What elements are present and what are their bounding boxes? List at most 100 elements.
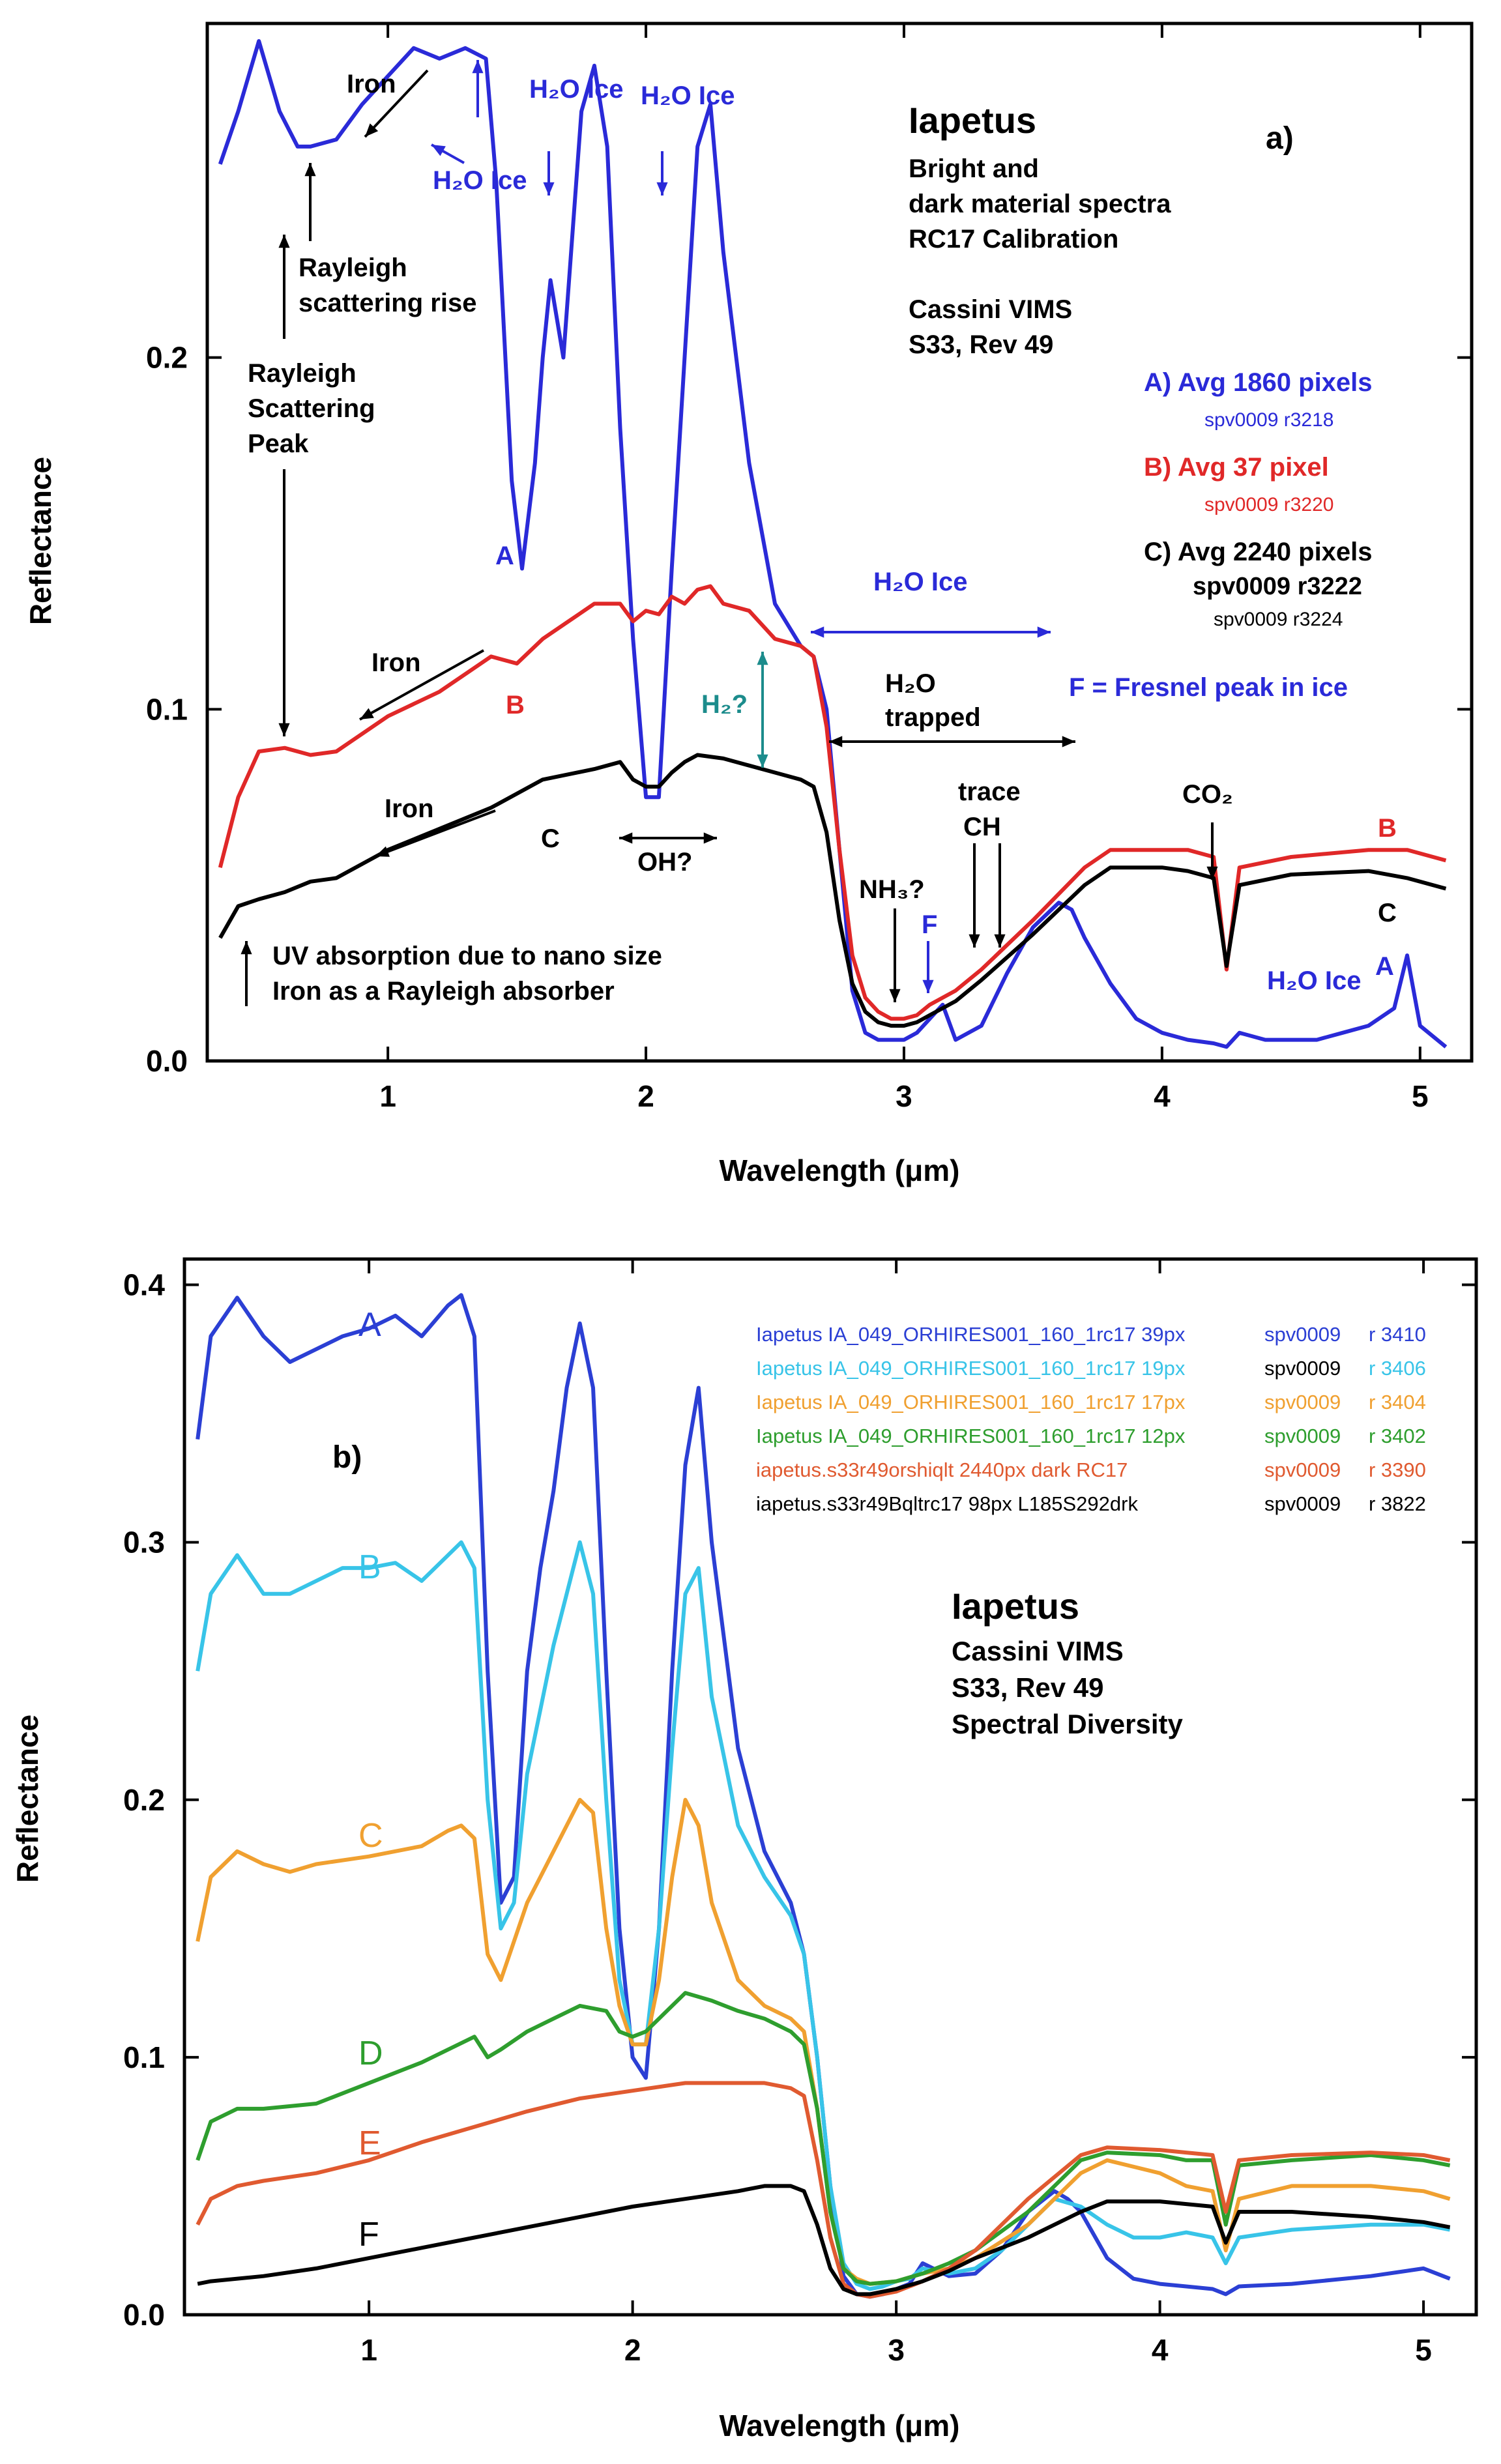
panel-b: 1 2 3 4 5 0.0 0.1 0.2 0.3 0.4 Reflectance Wavelen… — [10, 1257, 1478, 2442]
annotation-uv-2: Iron as a Rayleigh absorber — [272, 977, 615, 1006]
legend-b-spv: spv0009 — [1264, 1391, 1341, 1413]
arrow-fresnel-head — [922, 979, 934, 993]
legend-b-entry: Iapetus IA_049_ORHIRES001_160_1rc17 39px — [756, 1323, 1186, 1346]
arrow-oh-head — [619, 832, 633, 844]
legend-b-r: r 3822 — [1369, 1492, 1426, 1515]
x-tick-label: 5 — [1412, 1079, 1429, 1113]
legend-b-r: r 3402 — [1369, 1425, 1426, 1447]
curve-label-c: C — [541, 824, 560, 853]
y-axis-label-a: Reflectance — [23, 457, 57, 625]
arrow-h2-head — [757, 652, 768, 665]
arrow-uv-head — [240, 941, 252, 955]
plot-frame-b — [182, 1257, 1478, 2317]
annotation-arrows-a — [240, 60, 1218, 1006]
panel-label-b: b) — [332, 1440, 362, 1475]
series-line-C — [196, 1797, 1451, 2286]
annotation-iron-top: Iron — [347, 70, 396, 98]
panel-a: 1 2 3 4 5 0.0 0.1 0.2 Reflectance Wavelength (μ… — [23, 22, 1474, 1187]
curve-label-b: B — [506, 691, 525, 719]
arrow-iron-mid-head — [360, 708, 374, 719]
info-subtitle-1: Bright and — [909, 154, 1039, 183]
series-line-B — [218, 584, 1447, 1021]
series-line-A — [196, 1293, 1451, 2299]
annotation-oh: OH? — [637, 848, 692, 877]
y-tick-label: 0.1 — [123, 2040, 165, 2074]
x-tick-label: 4 — [1152, 2333, 1169, 2367]
arrow-h2o-ice-a-head — [543, 182, 555, 196]
annotation-rayleigh-peak-2: Scattering — [248, 394, 375, 423]
legend-b-entry: iapetus.s33r49Bqltrc17 98px L185S292drk — [756, 1492, 1138, 1515]
annotation-rayleigh-rise-1: Rayleigh — [299, 254, 407, 282]
y-tick-label: 0.2 — [123, 1783, 165, 1817]
legend-a-entry: A) Avg 1860 pixels — [1144, 368, 1373, 397]
info-subtitle-3: RC17 Calibration — [909, 225, 1118, 254]
info-line-3-b: Spectral Diversity — [952, 1709, 1183, 1739]
annotation-rayleigh-peak-1: Rayleigh — [248, 359, 357, 388]
x-tick-label: 5 — [1415, 2333, 1432, 2367]
series-label-D: D — [358, 2035, 383, 2072]
arrow-rayleigh-peak-down-head — [278, 723, 290, 736]
legend-c-sub: spv0009 r3222 — [1193, 573, 1362, 600]
legend-b-spv: spv0009 — [1264, 1492, 1341, 1515]
curve-label-b-right: B — [1378, 814, 1397, 843]
annotation-iron-low: Iron — [385, 794, 434, 823]
series-line-B — [196, 1540, 1451, 2291]
series-lines-a — [218, 39, 1448, 1049]
arrow-h2o-trapped-head — [829, 736, 843, 747]
arrow-trace-1-head — [969, 934, 980, 948]
x-tick-label: 1 — [379, 1079, 396, 1113]
series-label-B: B — [358, 1548, 381, 1586]
annotation-rayleigh-peak-3: Peak — [248, 429, 309, 458]
annotation-rayleigh-rise-2: scattering rise — [299, 289, 476, 317]
curve-label-f: F — [922, 910, 937, 939]
arrow-co2-head — [1206, 866, 1218, 880]
x-axis-label-a: Wavelength (μm) — [720, 1153, 960, 1187]
arrow-iron-mid — [359, 649, 484, 721]
arrow-nh3-head — [889, 989, 901, 1002]
axis-ticks-a: 1 2 3 4 5 0.0 0.1 0.2 — [146, 23, 1472, 1113]
arrow-trace-2-head — [994, 934, 1006, 948]
series-label-E: E — [358, 2124, 381, 2162]
arrow-h2o-ice-b-head — [656, 182, 668, 196]
y-tick-label: 0.0 — [123, 2298, 165, 2332]
legend-b-entry: Iapetus IA_049_ORHIRES001_160_1rc17 17px — [756, 1391, 1186, 1413]
info-line-2-b: S33, Rev 49 — [952, 1672, 1104, 1703]
series-line-C — [218, 753, 1447, 1028]
annotation-co2: CO₂ — [1182, 780, 1233, 809]
y-tick-label: 0.1 — [146, 692, 188, 726]
annotation-trace-2: CH — [963, 813, 1001, 841]
x-tick-label: 2 — [624, 2333, 641, 2367]
info-source-2: S33, Rev 49 — [909, 330, 1053, 359]
legend-b-spv: spv0009 — [1264, 1357, 1341, 1380]
legend-b-entry: B) Avg 37 pixel — [1144, 453, 1329, 482]
legend-b-r: r 3410 — [1369, 1323, 1426, 1346]
arrow-h2o-ice-range-head — [1037, 626, 1051, 638]
series-line-E — [196, 2081, 1451, 2299]
legend-b-entry: Iapetus IA_049_ORHIRES001_160_1rc17 12px — [756, 1425, 1186, 1447]
curve-label-c-right: C — [1378, 899, 1397, 927]
y-axis-label-b: Reflectance — [10, 1715, 44, 1883]
legend-c-sub2: spv0009 r3224 — [1214, 609, 1343, 630]
arrow-oh-head — [703, 832, 717, 844]
series-label-A: A — [358, 1306, 381, 1344]
series-lines-b — [196, 1293, 1451, 2299]
legend-b-spv: spv0009 — [1264, 1425, 1341, 1447]
x-tick-label: 2 — [637, 1079, 654, 1113]
annotation-h2o-ice-a: H₂O Ice — [529, 75, 624, 104]
x-tick-label: 4 — [1154, 1079, 1171, 1113]
legend-b-r: r 3404 — [1369, 1391, 1426, 1413]
annotation-h2o-trapped-1: H₂O — [885, 669, 936, 698]
curve-label-a-right: A — [1375, 952, 1394, 981]
annotation-h2o-trapped-2: trapped — [885, 703, 981, 732]
series-label-F: F — [358, 2216, 379, 2254]
legend-b: Iapetus IA_049_ORHIRES001_160_1rc17 39px… — [756, 1323, 1426, 1515]
y-tick-label: 0.3 — [123, 1526, 165, 1559]
arrow-rayleigh-rise-head — [304, 163, 316, 177]
plot-frame-a — [205, 22, 1474, 1063]
annotation-h2o-ice-right: H₂O Ice — [1267, 966, 1362, 995]
series-label-C: C — [358, 1817, 383, 1855]
annotation-iron-mid: Iron — [372, 648, 421, 677]
legend-b-sub: spv0009 r3220 — [1204, 494, 1334, 515]
fresnel-note: F = Fresnel peak in ice — [1069, 673, 1348, 702]
